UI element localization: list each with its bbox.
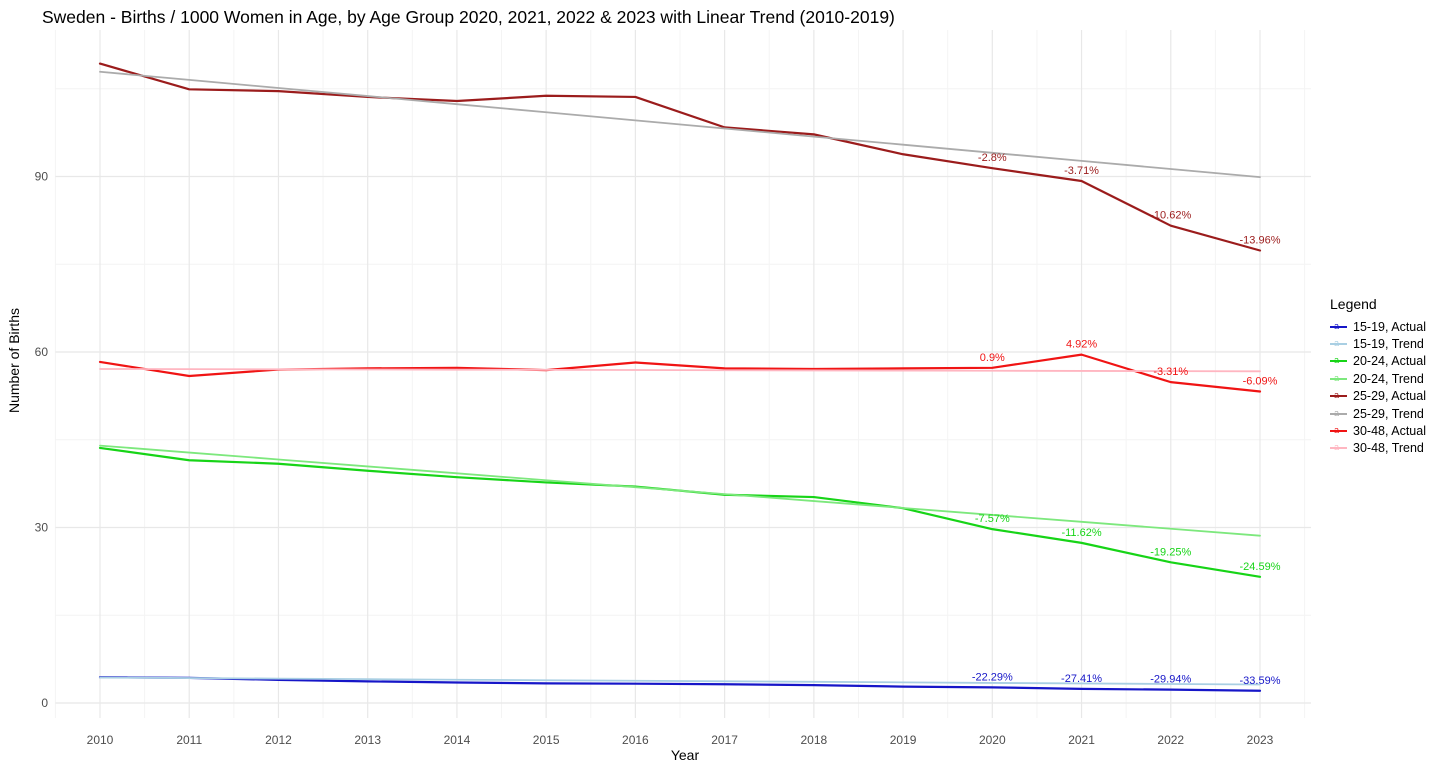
pct-annotation: -7.57% <box>975 513 1010 525</box>
x-tick-label: 2016 <box>622 733 649 747</box>
legend-item-label: 20-24, Trend <box>1353 371 1424 386</box>
pct-annotation: -3.71% <box>1064 165 1099 177</box>
pct-annotation: -2.8% <box>978 152 1007 164</box>
x-tick-label: 2020 <box>979 733 1006 747</box>
series-line-20-24-trend <box>99 444 1261 537</box>
x-tick-label: 2019 <box>890 733 917 747</box>
y-tick-label: 30 <box>35 521 49 535</box>
pct-annotation: 4.92% <box>1066 339 1097 351</box>
pct-annotation: -24.59% <box>1240 561 1281 573</box>
pct-annotation: 0.9% <box>980 352 1005 364</box>
legend-item: a 30-48, Trend <box>1330 440 1426 457</box>
pct-annotation: -27.41% <box>1061 673 1102 685</box>
legend-item: a 20-24, Trend <box>1330 370 1426 387</box>
legend-item: a 20-24, Actual <box>1330 353 1426 370</box>
x-tick-label: 2021 <box>1068 733 1095 747</box>
pct-annotation: -13.96% <box>1240 235 1281 247</box>
x-tick-label: 2011 <box>176 733 202 747</box>
legend-item-label: 30-48, Trend <box>1353 441 1424 456</box>
pct-annotation: -10.62% <box>1150 210 1191 222</box>
legend-item-label: 15-19, Trend <box>1353 337 1424 352</box>
pct-annotation: -11.62% <box>1061 527 1101 539</box>
pct-annotation: -33.59% <box>1240 675 1281 687</box>
x-tick-label: 2015 <box>533 733 560 747</box>
legend-item: a 15-19, Trend <box>1330 335 1426 352</box>
series-line-25-29-trend <box>99 70 1261 178</box>
legend-item-label: 25-29, Actual <box>1353 389 1426 404</box>
x-tick-label: 2012 <box>265 733 292 747</box>
legend-item-label: 15-19, Actual <box>1353 319 1426 334</box>
pct-annotation: -19.25% <box>1150 546 1191 558</box>
x-tick-label: 2014 <box>444 733 471 747</box>
pct-annotation: -6.09% <box>1243 375 1278 387</box>
legend-key-icon: a <box>1330 425 1347 437</box>
legend-item: a 15-19, Actual <box>1330 318 1426 335</box>
y-tick-label: 60 <box>35 345 49 359</box>
pct-annotation: -22.29% <box>972 671 1013 683</box>
x-tick-label: 2022 <box>1157 733 1184 747</box>
legend-title: Legend <box>1330 296 1377 312</box>
x-axis-label: Year <box>670 747 700 763</box>
legend-key-icon: a <box>1330 408 1347 420</box>
pct-annotation: -29.94% <box>1150 674 1191 686</box>
legend-key-icon: a <box>1330 321 1347 333</box>
legend-item: a 30-48, Actual <box>1330 422 1426 439</box>
legend-key-icon: a <box>1330 390 1347 402</box>
legend-item-label: 25-29, Trend <box>1353 406 1424 421</box>
series-line-15-19-actual <box>98 676 1262 692</box>
x-tick-label: 2017 <box>711 733 738 747</box>
series-line-25-29-actual <box>98 62 1262 252</box>
legend-item-label: 30-48, Actual <box>1353 424 1426 439</box>
y-tick-label: 0 <box>41 696 48 710</box>
legend-item: a 25-29, Trend <box>1330 405 1426 422</box>
legend: Legend a 15-19, Actual a 15-19, Trend a 20-24… <box>1330 296 1426 457</box>
legend-item: a 25-29, Actual <box>1330 388 1426 405</box>
series-line-30-48-trend <box>99 368 1261 373</box>
legend-key-icon: a <box>1330 442 1347 454</box>
x-tick-label: 2018 <box>800 733 827 747</box>
x-tick-label: 2013 <box>354 733 381 747</box>
legend-key-icon: a <box>1330 355 1347 367</box>
chart-title: Sweden - Births / 1000 Women in Age, by … <box>42 7 895 27</box>
series-line-15-19-trend <box>99 676 1261 686</box>
pct-annotation: -3.31% <box>1153 366 1188 378</box>
legend-item-label: 20-24, Actual <box>1353 354 1426 369</box>
y-tick-label: 90 <box>35 170 49 184</box>
x-tick-label: 2023 <box>1247 733 1274 747</box>
y-axis-label: Number of Births <box>6 308 22 414</box>
legend-key-icon: a <box>1330 338 1347 350</box>
x-tick-label: 2010 <box>87 733 114 747</box>
legend-key-icon: a <box>1330 373 1347 385</box>
